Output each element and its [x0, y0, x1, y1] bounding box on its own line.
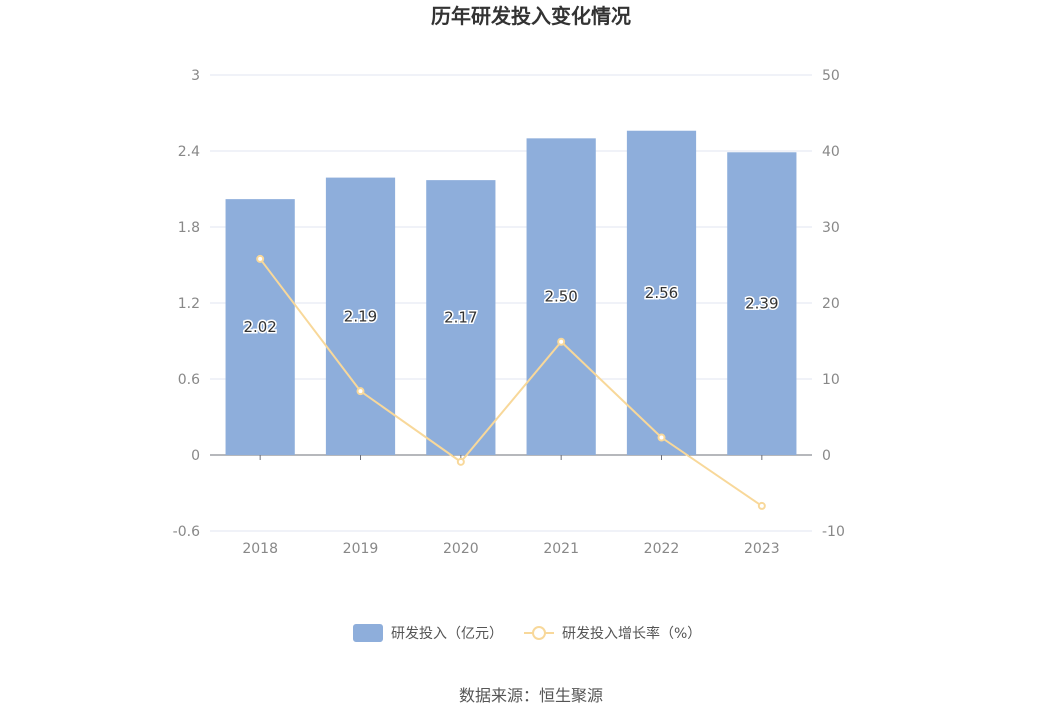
- bar-labels: 2.02 2.19 2.17 2.50 2.56 2.39: [242, 282, 780, 337]
- left-tick-label: -0.6: [173, 524, 200, 540]
- growth-line: [259, 258, 763, 507]
- chart-title: 历年研发投入变化情况: [431, 4, 631, 28]
- growth-point: [557, 337, 566, 346]
- x-tick-label: 2022: [644, 541, 680, 557]
- growth-point: [356, 387, 365, 396]
- bar-value-label: 2.02: [243, 318, 276, 336]
- legend: 研发投入（亿元） 研发投入增长率（%）: [353, 624, 701, 642]
- left-axis: -0.6 0 0.6 1.2 1.8 2.4 3: [173, 68, 200, 540]
- x-tick-label: 2021: [543, 541, 579, 557]
- right-tick-label: 50: [822, 68, 840, 84]
- legend-line-marker: [532, 626, 546, 640]
- bar: [727, 152, 797, 455]
- bar: [225, 199, 295, 455]
- legend-item-bar[interactable]: 研发投入（亿元）: [353, 624, 503, 642]
- x-tick-label: 2020: [443, 541, 479, 557]
- bar-value-label: 2.19: [344, 307, 377, 325]
- bar-value-label: 2.56: [645, 284, 678, 302]
- bar-value-label: 2.39: [745, 295, 778, 313]
- legend-bar-swatch: [353, 624, 383, 642]
- bar: [626, 130, 697, 455]
- left-tick-label: 0.6: [178, 372, 200, 388]
- bar: [526, 138, 596, 456]
- bar-value-label: 2.50: [544, 288, 577, 306]
- grid: [210, 74, 812, 532]
- growth-point: [757, 501, 766, 510]
- data-source: 数据来源：恒生聚源: [459, 686, 603, 705]
- bar-series: [225, 130, 797, 456]
- legend-line-label: 研发投入增长率（%）: [562, 625, 701, 642]
- right-tick-label: 30: [822, 220, 840, 236]
- right-tick-label: 0: [822, 448, 831, 464]
- legend-bar-label: 研发投入（亿元）: [391, 626, 503, 642]
- right-tick-label: 20: [822, 296, 840, 312]
- x-tick-label: 2018: [242, 541, 278, 557]
- left-tick-label: 2.4: [178, 144, 200, 160]
- left-tick-label: 1.2: [178, 296, 200, 312]
- x-axis: 2018 2019 2020 2021 2022 2023: [242, 455, 780, 557]
- growth-point: [657, 433, 666, 442]
- x-tick-label: 2019: [343, 541, 379, 557]
- x-tick-label: 2023: [744, 541, 780, 557]
- right-axis: -10 0 10 20 30 40 50: [822, 68, 845, 540]
- left-tick-label: 0: [191, 448, 200, 464]
- bar: [325, 177, 396, 455]
- legend-item-line[interactable]: 研发投入增长率（%）: [524, 625, 701, 642]
- growth-point: [456, 457, 465, 466]
- growth-point: [256, 254, 265, 263]
- right-tick-label: 40: [822, 144, 840, 160]
- bar: [426, 180, 496, 455]
- line-series: [256, 254, 766, 510]
- right-tick-label: 10: [822, 372, 840, 388]
- right-tick-label: -10: [822, 524, 845, 540]
- bar-value-label: 2.17: [444, 309, 477, 327]
- left-tick-label: 1.8: [178, 220, 200, 236]
- left-tick-label: 3: [191, 68, 200, 84]
